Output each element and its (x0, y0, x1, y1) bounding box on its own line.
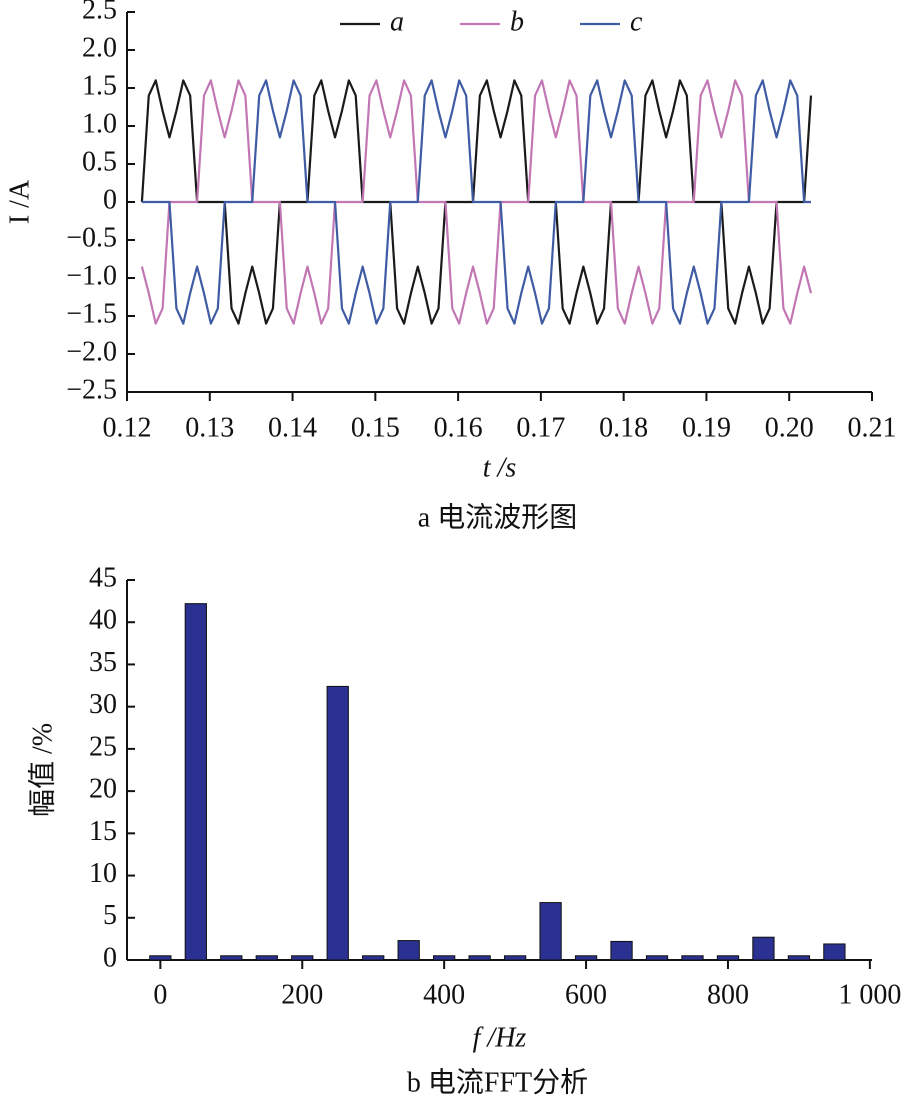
bar (255, 955, 278, 961)
y-tick-label: 15 (89, 816, 117, 847)
bar (184, 603, 207, 961)
x-tick-label: 200 (281, 979, 323, 1010)
x-tick-label: 0.15 (351, 412, 400, 443)
x-tick-label: 0.17 (516, 412, 565, 443)
x-tick-label: 0 (153, 979, 167, 1010)
caption: b 电流FFT分析 (407, 1066, 588, 1098)
y-tick-label: 5 (103, 900, 117, 931)
legend-label: c (630, 6, 643, 37)
bar (539, 902, 562, 961)
x-axis-label: t /s (483, 452, 517, 483)
bar (362, 955, 385, 961)
current-line (141, 79, 811, 325)
bar (610, 940, 633, 961)
y-tick-label: 2.5 (82, 0, 117, 25)
y-tick-label: 35 (89, 647, 117, 678)
y-tick-label: 30 (89, 689, 117, 720)
bar (397, 940, 420, 961)
y-tick-label: 45 (89, 562, 117, 593)
y-tick-label: 1.5 (82, 70, 117, 101)
y-tick-label: 10 (89, 858, 117, 889)
y-tick-label: 0 (103, 942, 117, 973)
bar (433, 955, 456, 961)
current-line (140, 79, 813, 325)
caption: a 电流波形图 (418, 501, 577, 533)
bar (326, 685, 349, 961)
y-tick-label: −0.5 (66, 222, 117, 253)
y-tick-label: 40 (89, 605, 117, 636)
current-line (140, 79, 813, 325)
legend-label: a (390, 6, 404, 37)
x-tick-label: 0.19 (682, 412, 731, 443)
bar (787, 955, 811, 961)
x-tick-label: 400 (423, 979, 465, 1010)
bar (645, 955, 669, 961)
bar (681, 955, 704, 961)
legend-label: b (510, 6, 524, 37)
x-tick-label: 0.21 (848, 412, 897, 443)
x-tick-label: 0.20 (765, 412, 814, 443)
bar (503, 955, 527, 961)
y-axis-label: 幅值 /% (26, 723, 58, 817)
x-axis-label: f /Hz (473, 1022, 527, 1053)
y-tick-label: 1.0 (82, 108, 117, 139)
y-axis-label: I /A (4, 179, 35, 224)
bar (823, 943, 846, 961)
bar (220, 955, 243, 961)
x-tick-label: 0.18 (599, 412, 648, 443)
bar (752, 936, 775, 961)
y-tick-label: 20 (89, 774, 117, 805)
bar (149, 955, 172, 961)
x-tick-label: 0.16 (434, 412, 483, 443)
bar (574, 955, 598, 961)
x-tick-label: 1 000 (838, 979, 901, 1010)
x-tick-label: 0.12 (103, 412, 152, 443)
y-tick-label: −2.0 (66, 336, 117, 367)
x-tick-label: 0.13 (185, 412, 234, 443)
bar (291, 955, 314, 961)
x-tick-label: 800 (707, 979, 749, 1010)
y-tick-label: −2.5 (66, 374, 117, 405)
y-tick-label: 2.0 (82, 32, 117, 63)
y-tick-label: 25 (89, 731, 117, 762)
bar (468, 955, 491, 961)
x-tick-label: 600 (565, 979, 607, 1010)
x-tick-label: 0.14 (268, 412, 317, 443)
y-tick-label: −1.0 (66, 260, 117, 291)
y-tick-label: −1.5 (66, 298, 117, 329)
y-tick-label: 0.5 (82, 146, 117, 177)
y-tick-label: 0 (103, 184, 117, 215)
bar (716, 955, 740, 961)
